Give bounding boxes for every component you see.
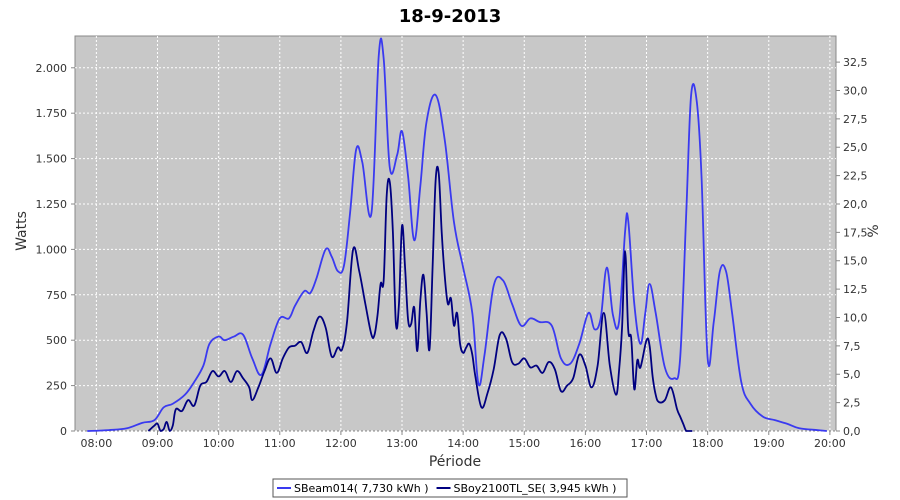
y2-tick-label: 25,0 [843,141,868,154]
y2-tick-label: 7,5 [843,340,861,353]
y-tick-label: 1.000 [36,243,68,256]
y-tick-label: 250 [46,380,67,393]
y2-tick-label: 17,5 [843,226,868,239]
x-tick-label: 17:00 [631,437,663,450]
legend: SBeam014( 7,730 kWh ) SBoy2100TL_SE( 3,94… [272,478,628,498]
y2-tick-label: 32,5 [843,56,868,69]
axes: 08:00 09:00 10:00 11:00 12:00 13:00 14:00 15:00… [36,56,868,450]
y2-tick-label: 2,5 [843,397,861,410]
y-axis-title: Watts [14,211,30,251]
x-axis-title: Période [429,454,481,470]
y-tick-label: 750 [46,289,67,302]
x-tick-label: 20:00 [814,437,846,450]
y-tick-label: 500 [46,334,67,347]
x-tick-label: 08:00 [81,437,113,450]
y2-tick-label: 20,0 [843,198,868,211]
x-tick-label: 12:00 [325,437,357,450]
y-tick-label: 1.750 [36,107,68,120]
y-tick-label: 1.250 [36,198,68,211]
x-tick-label: 11:00 [264,437,296,450]
legend-label: SBeam014( 7,730 kWh ) [294,482,429,495]
x-tick-label: 13:00 [386,437,418,450]
y2-tick-label: 0,0 [843,425,861,438]
x-tick-label: 18:00 [692,437,724,450]
x-tick-label: 15:00 [508,437,540,450]
x-tick-label: 16:00 [570,437,602,450]
chart-title: 18-9-2013 [399,6,502,27]
series-line-1 [87,37,827,432]
y2-axis-title: % [866,224,882,237]
legend-label: SBoy2100TL_SE( 3,945 kWh ) [454,482,617,495]
y-tick-label: 0 [60,425,67,438]
y2-tick-label: 5,0 [843,368,861,381]
y2-tick-label: 22,5 [843,170,868,183]
x-tick-label: 19:00 [753,437,785,450]
x-tick-label: 10:00 [203,437,235,450]
x-tick-label: 09:00 [142,437,174,450]
series-line-2 [147,165,693,432]
y2-tick-label: 15,0 [843,255,868,268]
y2-tick-label: 10,0 [843,311,868,324]
series-layer [87,37,827,432]
y2-tick-label: 27,5 [843,113,868,126]
y2-tick-label: 12,5 [843,283,868,296]
y-tick-label: 1.500 [36,153,68,166]
y2-tick-label: 30,0 [843,84,868,97]
x-tick-label: 14:00 [447,437,479,450]
grid [75,36,836,432]
y-tick-label: 2.000 [36,62,68,75]
